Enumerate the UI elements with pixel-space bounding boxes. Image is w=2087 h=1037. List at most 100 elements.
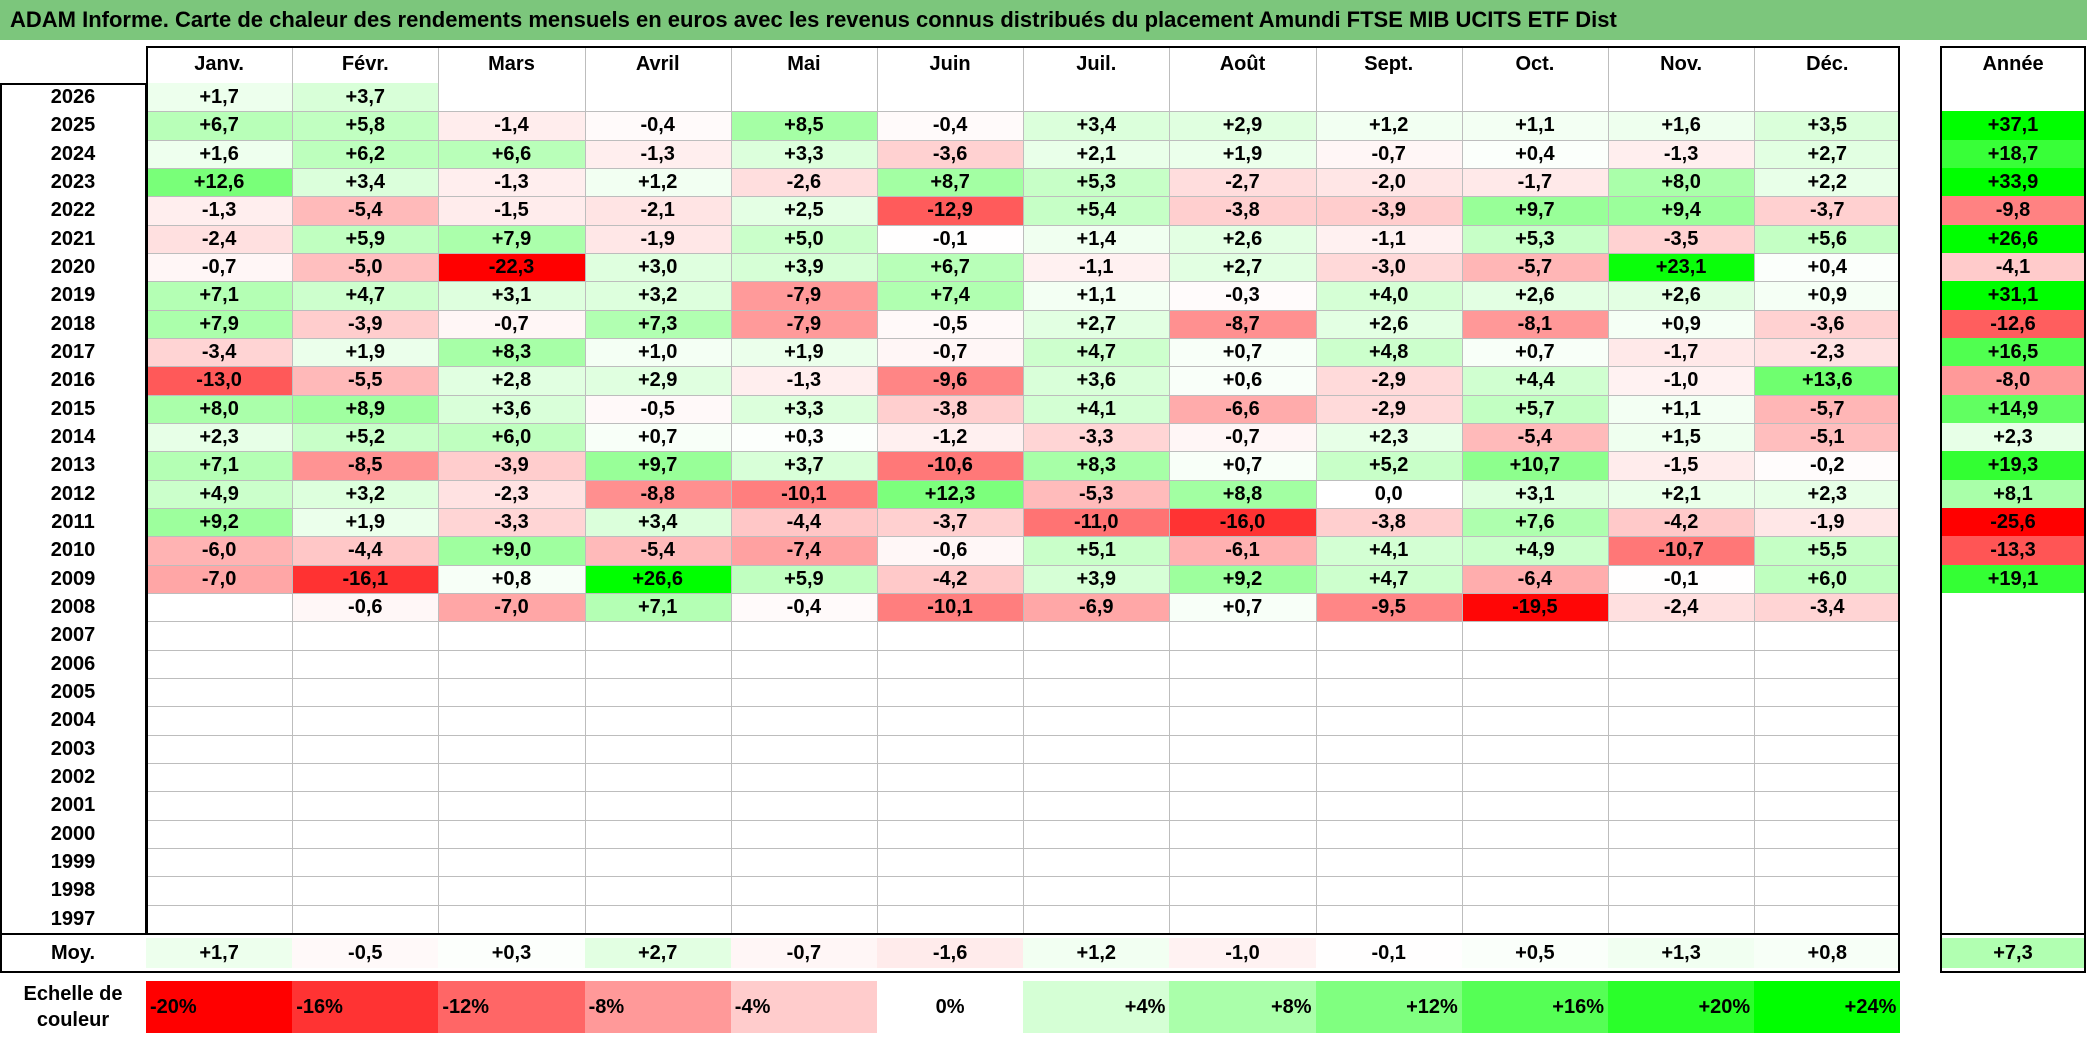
heatmap-cell [1023,83,1170,112]
heatmap-cell: +2,5 [730,196,877,225]
grid-line [1754,46,1756,933]
heatmap-cell [584,649,731,678]
heatmap-cell: +1,4 [1023,224,1170,253]
heatmap-cell: -2,9 [1315,394,1462,423]
grid-line [146,337,1901,339]
grid-line [146,734,1901,736]
heatmap-cell: +0,8 [438,564,585,593]
month-header: Juin [929,53,971,75]
heatmap-cell [1461,621,1608,650]
annual-cell [1940,847,2086,877]
annual-cell [1940,876,2086,905]
heatmap-cell: +5,2 [1315,451,1462,480]
heatmap-cell: -4,4 [292,536,439,565]
heatmap-cell: +5,1 [1023,536,1170,565]
heatmap-cell: -2,9 [1315,366,1462,395]
annual-cell [1940,649,2086,678]
heatmap-cell: -1,3 [438,167,585,197]
heatmap-cell: -7,9 [730,309,877,338]
average-label: Moy. [50,942,96,964]
annual-cell [1940,83,2086,112]
heatmap-cell [1169,621,1316,650]
heatmap-cell: +8,8 [1169,479,1316,508]
heatmap-cell [1023,819,1170,848]
heatmap-cell: +0,9 [1608,309,1755,338]
chart-title: ADAM Informe. Carte de chaleur des rende… [10,7,1617,32]
heatmap-cell [1608,762,1755,792]
heatmap-cell: +7,9 [146,309,293,338]
heatmap-cell [292,847,439,877]
heatmap-cell: -1,3 [730,366,877,395]
average-cell: +2,7 [584,938,731,968]
heatmap-cell [1023,904,1170,933]
grid-line [146,422,1901,424]
heatmap-cell: +1,6 [1608,111,1755,140]
heatmap-cell: -3,4 [1754,592,1901,622]
heatmap-cell: -2,6 [730,167,877,197]
heatmap-cell [438,734,585,763]
heatmap-cell: +9,4 [1608,196,1755,225]
heatmap-cell [1754,677,1901,707]
month-header: Oct. [1515,53,1555,75]
year-label: 2005 [50,680,96,703]
heatmap-cell: +0,3 [730,422,877,452]
annual-cell: +8,1 [1940,479,2086,508]
heatmap-cell: +7,4 [877,281,1024,310]
annual-cell: -4,1 [1940,252,2086,282]
grid-line [1169,46,1171,933]
annual-cell [1940,762,2086,792]
heatmap-cell [292,762,439,792]
grid-line [146,139,1901,141]
heatmap-cell [584,621,731,650]
heatmap-cell: +3,6 [1023,366,1170,395]
heatmap-cell [877,83,1024,112]
heatmap-cell: +2,2 [1754,167,1901,197]
annual-cell: +19,3 [1940,451,2086,480]
heatmap-cell [146,621,293,650]
grid-line [146,564,1901,566]
heatmap-cell: -4,4 [730,507,877,537]
annual-cell: -25,6 [1940,507,2086,537]
heatmap-cell [584,83,731,112]
grid-line [146,536,1901,538]
heatmap-cell: +1,7 [146,83,293,112]
heatmap-cell [292,791,439,820]
grid-line [146,394,1901,396]
heatmap-cell: -2,1 [584,196,731,225]
heatmap-cell: -3,8 [1169,196,1316,225]
heatmap-cell: -7,0 [438,592,585,622]
heatmap-cell: -1,3 [146,196,293,225]
heatmap-cell: +0,7 [584,422,731,452]
year-label: 2001 [50,794,96,817]
heatmap-cell [146,791,293,820]
heatmap-cell [1169,649,1316,678]
heatmap-cell: +9,2 [146,507,293,537]
heatmap-cell: +7,3 [584,309,731,338]
scale-swatch: -16% [292,981,439,1033]
average-cell: -0,1 [1315,938,1462,968]
annual-header: Année [1982,53,2044,75]
year-label: 2022 [50,199,96,222]
heatmap-cell [730,649,877,678]
heatmap-cell: +8,0 [1608,167,1755,197]
heatmap-cell [1023,762,1170,792]
heatmap-cell: -4,2 [877,564,1024,593]
heatmap-cell [1754,847,1901,877]
heatmap-cell: +3,1 [438,281,585,310]
heatmap-cell [877,904,1024,933]
year-label: 2009 [50,567,96,590]
year-label: 2007 [50,624,96,647]
heatmap-cell [1754,734,1901,763]
year-label: 2019 [50,284,96,307]
heatmap-cell [1315,791,1462,820]
heatmap-cell [877,677,1024,707]
heatmap-cell [1023,677,1170,707]
heatmap-cell: +10,7 [1461,451,1608,480]
heatmap-cell: -8,5 [292,451,439,480]
heatmap-cell [584,791,731,820]
heatmap-cell: +7,1 [146,451,293,480]
scale-swatch: +12% [1315,981,1462,1033]
heatmap-cell: -10,1 [730,479,877,508]
heatmap-cell [292,677,439,707]
heatmap-cell: -7,0 [146,564,293,593]
